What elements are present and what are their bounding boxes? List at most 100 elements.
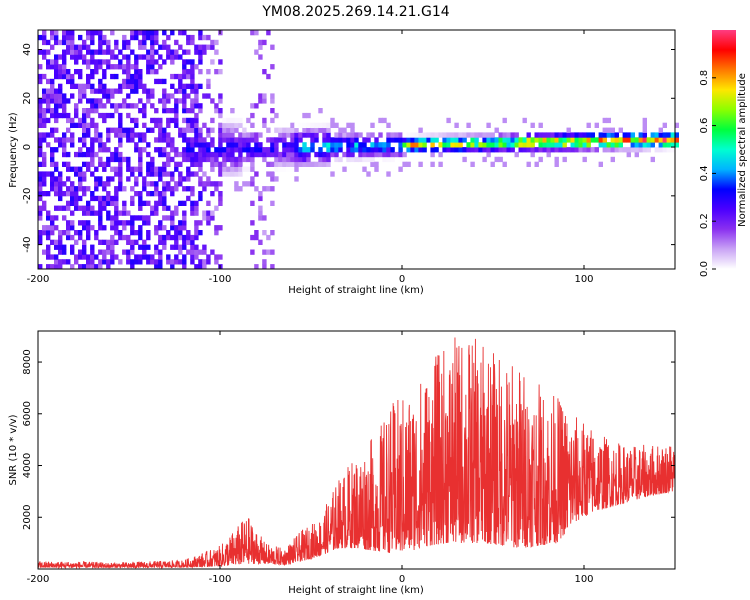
spectrogram-cell [162, 181, 167, 187]
spectrogram-cell [258, 195, 263, 202]
spectrogram-cell [62, 142, 67, 148]
spectrogram-cell [242, 181, 247, 187]
spectrogram-cell [150, 127, 155, 133]
spectrogram-cell [374, 161, 379, 167]
spectrogram-x-tick-label: 100 [574, 274, 593, 285]
spectrogram-cell [170, 83, 175, 89]
spectrogram-cell [390, 132, 395, 138]
spectrogram-cell [178, 132, 183, 138]
spectrogram-cell [214, 69, 219, 75]
spectrogram-cell [94, 186, 99, 192]
spectrogram-cell [98, 225, 103, 231]
spectrogram-cell [94, 137, 99, 143]
spectrogram-cell [250, 234, 255, 241]
spectrogram-cell [78, 230, 83, 236]
spectrogram-cell [418, 132, 423, 138]
spectrogram-cell [198, 108, 203, 114]
spectrogram-cell [334, 142, 339, 148]
spectrogram-cell [166, 156, 171, 163]
spectrogram-cell [50, 88, 55, 94]
spectrogram-cell [78, 234, 83, 241]
spectrogram-cell [386, 142, 391, 148]
spectrogram-cell [126, 103, 131, 109]
spectrogram-cell [62, 151, 67, 158]
spectrogram-cell [86, 225, 91, 231]
spectrogram-cell [322, 137, 327, 143]
spectrogram-cell [110, 103, 115, 109]
spectrogram-cell [194, 98, 199, 104]
spectrogram-cell [334, 137, 339, 143]
spectrogram-cell [166, 161, 171, 167]
spectrogram-cell [58, 39, 63, 46]
spectrogram-cell [174, 225, 179, 231]
spectrogram-cell [606, 132, 611, 138]
spectrogram-cell [86, 147, 91, 153]
spectrogram-cell [258, 210, 263, 216]
spectrogram-cell [258, 44, 263, 50]
spectrogram-cell [154, 122, 159, 128]
spectrogram-cell [334, 132, 339, 138]
spectrogram-cell [86, 112, 91, 119]
spectrogram-cell [78, 34, 83, 41]
spectrogram-cell [62, 103, 67, 109]
spectrogram-cell [186, 93, 191, 99]
spectrogram-cell [374, 147, 379, 153]
spectrogram-cell [258, 239, 263, 245]
spectrogram-cell [262, 259, 267, 265]
spectrogram-cell [342, 127, 347, 133]
spectrogram-cell [602, 142, 607, 148]
spectrogram-cell [214, 225, 219, 231]
spectrogram-cell [470, 132, 475, 138]
spectrogram-cell [322, 142, 327, 148]
spectrogram-cell [190, 78, 195, 85]
spectrogram-cell [378, 151, 383, 158]
spectrogram-cell [98, 88, 103, 94]
spectrogram-cell [382, 117, 387, 124]
spectrogram-cell [70, 54, 75, 60]
spectrogram-cell [90, 249, 95, 255]
spectrogram-cell [186, 234, 191, 241]
spectrogram-cell [46, 234, 51, 241]
spectrogram-cell [46, 264, 51, 270]
spectrogram-cell [198, 161, 203, 167]
spectrogram-cell [282, 166, 287, 172]
spectrogram-cell [470, 137, 475, 143]
spectrogram-cell [130, 34, 135, 41]
spectrogram-cell [74, 195, 79, 202]
spectrogram-cell [130, 249, 135, 255]
spectrogram-cell [262, 98, 267, 104]
spectrogram-x-ticks: -200 -100 0 100 [27, 30, 594, 285]
spectrogram-cell [90, 259, 95, 265]
spectrogram-cell [206, 215, 211, 221]
spectrogram-cell [146, 161, 151, 167]
spectrogram-cell [366, 147, 371, 153]
spectrogram-cell [70, 73, 75, 80]
spectrogram-cell [46, 103, 51, 109]
spectrogram-cell [94, 166, 99, 172]
spectrogram-cell [226, 151, 231, 158]
spectrogram-cell [62, 93, 67, 99]
spectrogram-cell [118, 127, 123, 133]
spectrogram-x-tick-label: -200 [27, 274, 50, 285]
spectrogram-cell [126, 166, 131, 172]
spectrogram-cell [122, 186, 127, 192]
spectrogram-cell [538, 132, 543, 138]
spectrogram-cell [206, 220, 211, 226]
spectrogram-cell [674, 142, 679, 148]
spectrogram-cell [66, 225, 71, 231]
spectrogram-cell [86, 64, 91, 70]
spectrogram-cell [562, 142, 567, 148]
spectrogram-cell [358, 132, 363, 138]
spectrogram-cell [90, 73, 95, 80]
spectrogram-cell [38, 73, 43, 80]
spectrogram-cell [158, 151, 163, 158]
spectrogram-cell [506, 147, 511, 153]
spectrogram-cell [190, 156, 195, 163]
spectrogram-cell [114, 151, 119, 158]
spectrogram-cell [582, 147, 587, 153]
spectrogram-cell [466, 142, 471, 148]
spectrogram-cell [186, 171, 191, 177]
spectrogram-cell [354, 147, 359, 153]
spectrogram-cell [206, 259, 211, 265]
spectrogram-cell [318, 151, 323, 158]
